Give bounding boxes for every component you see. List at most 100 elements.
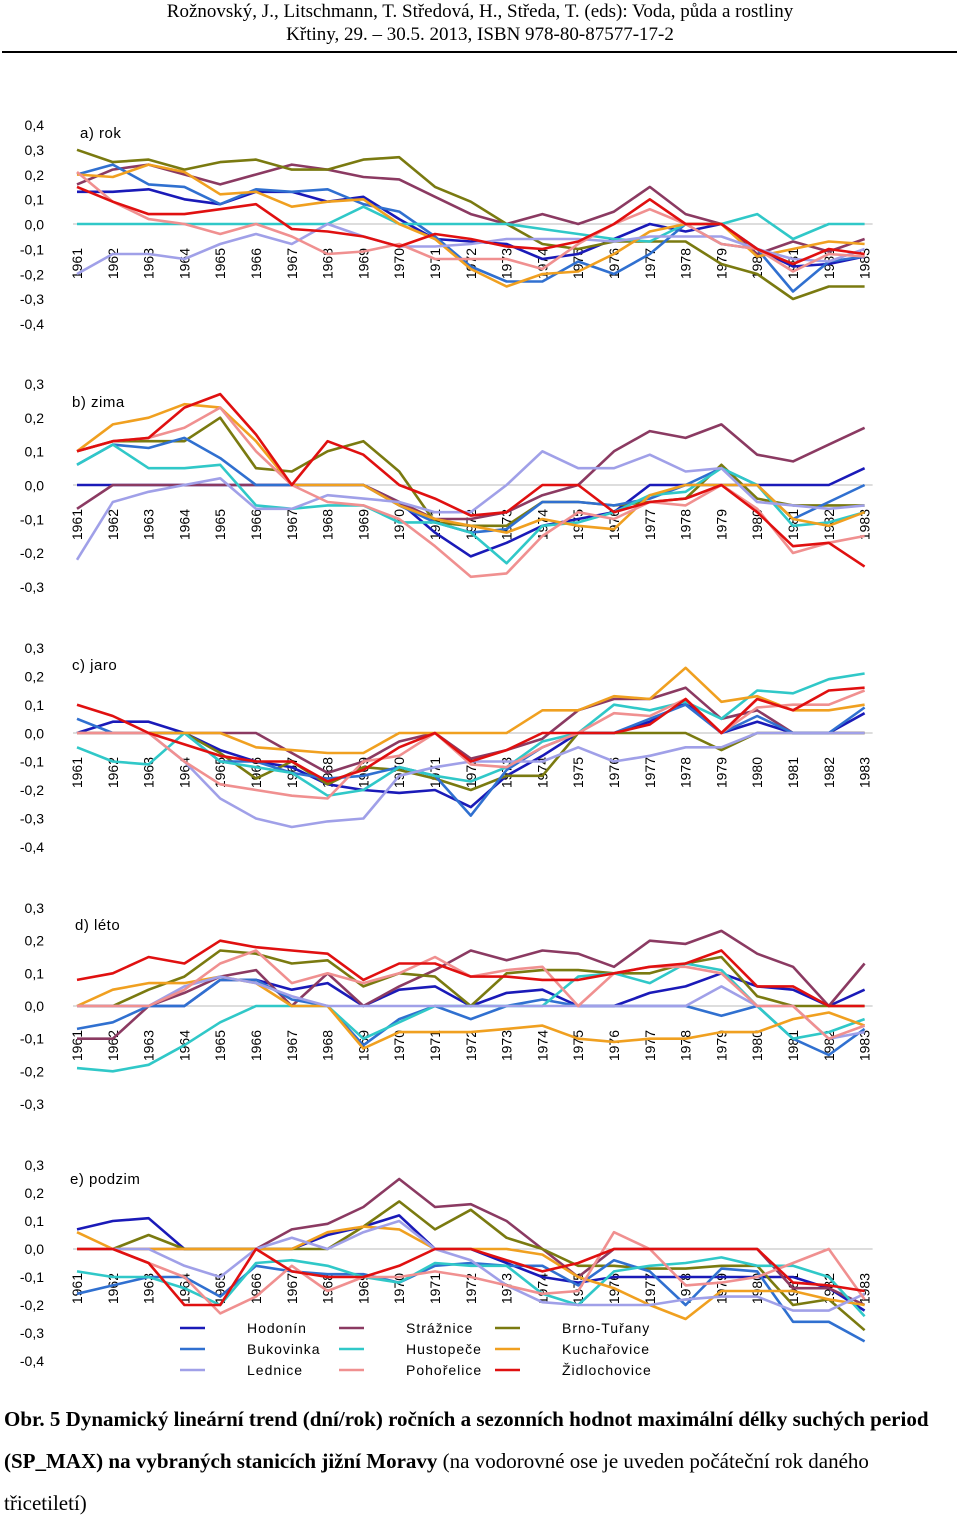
x-tick-label: 1979 [713,1030,729,1061]
x-tick-label: 1966 [248,509,264,540]
series-line-Židlochovice [76,939,865,1008]
x-tick-label: 1973 [499,248,515,279]
series-line-Lednice [77,975,865,1040]
x-tick-label: 1983 [857,757,873,788]
x-tick-label: 1977 [642,757,658,788]
series-line-Židlochovice [77,1247,865,1307]
chart-panel-2: 0,3 0,2 0,1 0,0 -0,1 -0,2 -0,3 b) zima 1961 1962 1… [20,376,873,595]
x-tick-label: 1975 [570,1273,586,1304]
y-tick-label: -0,1 [20,1031,44,1047]
x-tick-label: 1961 [69,509,85,540]
chart-panel-3: 0,3 0,2 0,1 0,0 -0,1 -0,2 -0,3 -0,4 c) jaro 1961 1… [20,640,873,855]
x-tick-label: 1976 [606,757,622,788]
y-tick-label: 0,1 [25,965,45,981]
y-tick-label: -0,2 [20,266,44,282]
legend-label: Pohořelice [406,1362,482,1378]
x-tick-label: 1972 [463,1273,479,1304]
chart-title: e) podzim [70,1171,140,1188]
y-tick-label: 0,4 [25,117,45,133]
x-tick-label: 1966 [248,1273,264,1304]
caption-normal: (na vodorovné ose je uveden počáteční ro… [4,1449,869,1515]
x-tick-label: 1967 [284,1030,300,1061]
x-tick-label: 1962 [105,248,121,279]
x-tick-label: 1969 [355,1273,371,1304]
x-tick-label: 1981 [785,757,801,788]
y-tick-label: 0,0 [25,998,45,1014]
legend-label: Hodonín [247,1320,307,1336]
y-tick-label: -0,2 [20,1297,44,1313]
x-tick-label: 1971 [427,1273,443,1304]
y-tick-label: 0,1 [25,444,45,460]
y-tick-label: -0,3 [20,291,44,307]
series-line-Brno-Tuřany [77,731,865,792]
y-tick-label: -0,3 [20,1096,44,1112]
x-tick-label: 1964 [176,248,192,279]
series-line-Bukovinka [76,978,866,1057]
series-line-Hustopeče [76,443,865,565]
series-line-Strážnice [77,929,866,1040]
legend-label: Lednice [247,1362,303,1378]
y-tick-label: -0,4 [20,839,44,855]
chart-title: a) rok [80,125,121,142]
x-tick-label: 1967 [284,248,300,279]
x-tick-label: 1978 [678,757,694,788]
x-tick-label: 1963 [141,757,157,788]
y-tick-label: 0,0 [25,1241,45,1257]
series-line-Židlochovice [76,686,865,783]
x-tick-label: 1964 [176,509,192,540]
x-tick-label: 1967 [284,509,300,540]
y-tick-label: 0,2 [25,1185,45,1201]
x-tick-label: 1978 [678,509,694,540]
series-line-Hodonín [76,700,866,809]
y-tick-label: -0,1 [20,754,44,770]
x-tick-label: 1963 [141,1030,157,1061]
figure-caption: Obr. 5 Dynamický lineární trend (dní/rok… [4,1398,954,1524]
x-tick-label: 1982 [821,757,837,788]
legend-label: Kuchařovice [562,1341,650,1357]
x-tick-label: 1965 [212,1030,228,1061]
header-line-2: Křtiny, 29. – 30.5. 2013, ISBN 978-80-87… [286,24,674,45]
x-tick-label: 1977 [642,1273,658,1304]
series-line-Lednice [76,222,866,276]
header-line-1: Rožnovský, J., Litschmann, T. Středová, … [166,1,794,22]
series-line-Bukovinka [76,1258,866,1343]
y-tick-label: 0,3 [25,376,45,392]
legend-label: Bukovinka [247,1341,321,1357]
series-line-Lednice [77,1219,866,1312]
x-tick-label: 1979 [713,509,729,540]
y-tick-label: 0,0 [25,478,45,494]
x-tick-label: 1961 [69,1273,85,1304]
x-tick-label: 1975 [570,757,586,788]
x-tick-label: 1979 [713,757,729,788]
chart-title: d) léto [75,917,120,934]
series-line-Hustopeče [77,205,865,243]
x-tick-label: 1974 [534,757,550,788]
x-tick-label: 1978 [678,1030,694,1061]
x-tick-label: 1970 [391,248,407,279]
x-tick-label: 1970 [391,1030,407,1061]
x-tick-label: 1971 [427,1030,443,1061]
series-line-Židlochovice [76,392,866,568]
legend: Hodonín Strážnice Brno-Tuřany Bukovinka Hust… [180,1320,652,1378]
x-tick-label: 1967 [284,1273,300,1304]
y-tick-label: 0,1 [25,1213,45,1229]
x-tick-label: 1961 [69,757,85,788]
legend-label: Židlochovice [562,1362,652,1378]
y-tick-label: 0,3 [25,640,45,656]
x-tick-label: 1974 [534,1030,550,1061]
y-tick-label: -0,3 [20,811,44,827]
y-tick-label: -0,3 [20,579,44,595]
x-tick-label: 1973 [499,1273,515,1304]
series-line-Pohořelice [77,949,866,1040]
x-tick-label: 1980 [749,1030,765,1061]
chart-title: c) jaro [72,657,117,674]
x-tick-label: 1983 [857,1030,873,1061]
x-tick-label: 1962 [105,757,121,788]
y-tick-label: -0,4 [20,1353,44,1369]
x-tick-label: 1966 [248,248,264,279]
y-tick-label: 0,3 [25,142,45,158]
y-tick-label: -0,2 [20,545,44,561]
x-tick-label: 1972 [463,1030,479,1061]
